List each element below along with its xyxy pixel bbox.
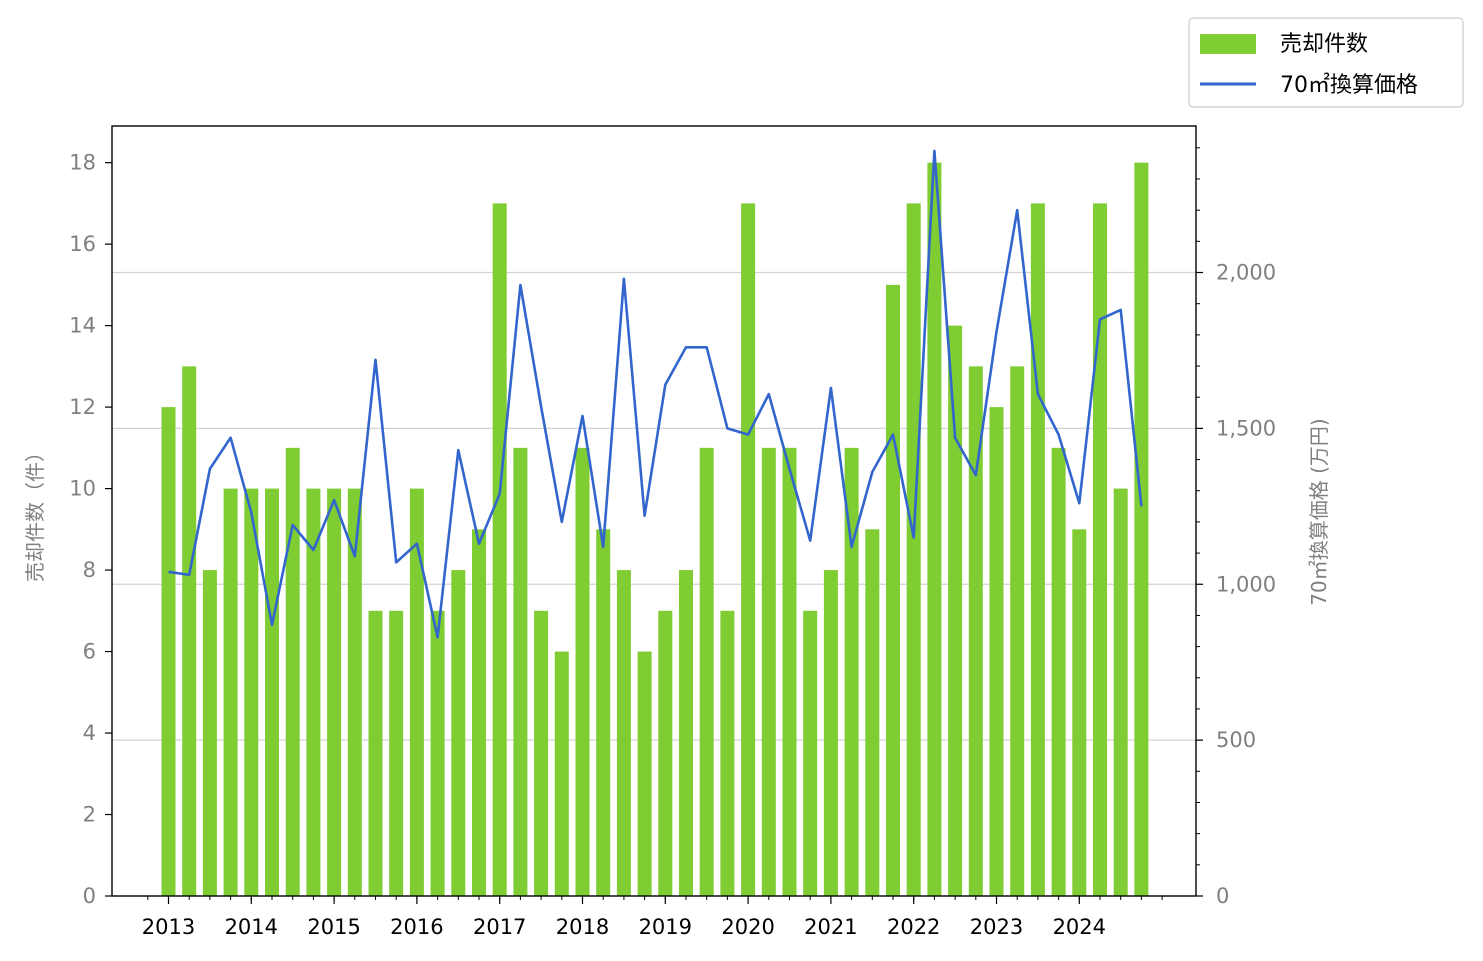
bar bbox=[368, 610, 383, 896]
left-axis-title: 売却件数（件） bbox=[23, 442, 47, 582]
bar bbox=[1113, 488, 1128, 896]
x-tick-label: 2013 bbox=[142, 915, 195, 939]
left-tick-label: 4 bbox=[83, 721, 96, 745]
left-tick-label: 12 bbox=[69, 395, 96, 419]
bar bbox=[720, 610, 735, 896]
left-tick-label: 8 bbox=[83, 558, 96, 582]
bar bbox=[1093, 203, 1107, 896]
bar bbox=[679, 570, 693, 896]
bar bbox=[865, 529, 880, 896]
left-tick-label: 0 bbox=[83, 884, 96, 908]
bar bbox=[347, 488, 362, 896]
bar bbox=[886, 284, 900, 896]
bar bbox=[513, 447, 528, 896]
bar bbox=[389, 610, 404, 896]
right-tick-label: 0 bbox=[1216, 884, 1229, 908]
bar bbox=[927, 162, 942, 896]
bar bbox=[472, 529, 486, 896]
bar bbox=[823, 570, 838, 896]
bar bbox=[1051, 447, 1066, 896]
left-tick-label: 16 bbox=[69, 232, 96, 256]
bar bbox=[596, 529, 611, 896]
bar bbox=[803, 610, 818, 896]
x-tick-label: 2020 bbox=[721, 915, 774, 939]
bar bbox=[554, 651, 569, 896]
left-tick-label: 14 bbox=[69, 314, 96, 338]
bar bbox=[161, 407, 176, 896]
x-tick-label: 2014 bbox=[225, 915, 278, 939]
bar bbox=[616, 570, 631, 896]
legend-frame bbox=[1188, 17, 1464, 108]
bar bbox=[244, 488, 259, 896]
bar bbox=[968, 366, 983, 896]
bar bbox=[1030, 203, 1045, 896]
left-tick-label: 6 bbox=[83, 640, 96, 664]
x-tick-label: 2016 bbox=[390, 915, 443, 939]
x-tick-label: 2019 bbox=[639, 915, 692, 939]
left-tick-label: 10 bbox=[69, 477, 96, 501]
x-tick-label: 2017 bbox=[473, 915, 526, 939]
bar bbox=[1010, 366, 1025, 896]
bar bbox=[182, 366, 197, 896]
bar bbox=[492, 203, 507, 896]
bar bbox=[658, 610, 673, 896]
plot-frame bbox=[111, 125, 1197, 897]
left-tick-label: 18 bbox=[69, 151, 96, 175]
x-tick-label: 2018 bbox=[556, 915, 609, 939]
price-line bbox=[168, 149, 1143, 639]
legend-bar-swatch bbox=[1200, 34, 1256, 54]
bar bbox=[844, 447, 859, 896]
bar bbox=[265, 488, 279, 896]
right-tick-label: 1,500 bbox=[1216, 416, 1276, 440]
bar bbox=[989, 407, 1004, 896]
axes: 0 2 4 6 8 10 12 14 16 18 0 500 1,000 1,500 2,000 2013 20… bbox=[69, 125, 1276, 939]
bar bbox=[741, 203, 756, 896]
bar bbox=[430, 610, 445, 896]
bar bbox=[1134, 162, 1149, 896]
right-tick-label: 2,000 bbox=[1216, 261, 1276, 285]
bar bbox=[782, 447, 797, 896]
bar bbox=[906, 203, 921, 896]
right-tick-label: 500 bbox=[1216, 728, 1256, 752]
x-tick-label: 2024 bbox=[1053, 915, 1106, 939]
legend-label-line: 70㎡換算価格 bbox=[1280, 72, 1418, 98]
bar bbox=[948, 325, 963, 896]
legend-label-bars: 売却件数 bbox=[1280, 32, 1368, 57]
bar bbox=[761, 447, 776, 896]
x-tick-label: 2023 bbox=[970, 915, 1023, 939]
line-series bbox=[168, 149, 1143, 639]
bar bbox=[699, 447, 714, 896]
bar bbox=[327, 488, 342, 896]
bar bbox=[409, 488, 424, 896]
bar bbox=[285, 447, 300, 896]
left-tick-label: 2 bbox=[83, 803, 96, 827]
bar bbox=[223, 488, 238, 896]
bar bbox=[534, 610, 549, 896]
legend: 売却件数 70㎡換算価格 bbox=[1188, 17, 1464, 108]
bar bbox=[637, 651, 652, 896]
bar bbox=[306, 488, 321, 896]
x-tick-label: 2015 bbox=[307, 915, 360, 939]
bar bbox=[451, 570, 466, 896]
right-tick-label: 1,000 bbox=[1216, 572, 1276, 596]
right-axis-title: 70㎡換算価格 (万円) bbox=[1307, 418, 1331, 605]
bar bbox=[575, 447, 590, 896]
x-tick-label: 2021 bbox=[804, 915, 857, 939]
bar bbox=[202, 570, 217, 896]
x-tick-label: 2022 bbox=[887, 915, 940, 939]
bar-series bbox=[161, 162, 1149, 896]
bar bbox=[1072, 529, 1087, 896]
